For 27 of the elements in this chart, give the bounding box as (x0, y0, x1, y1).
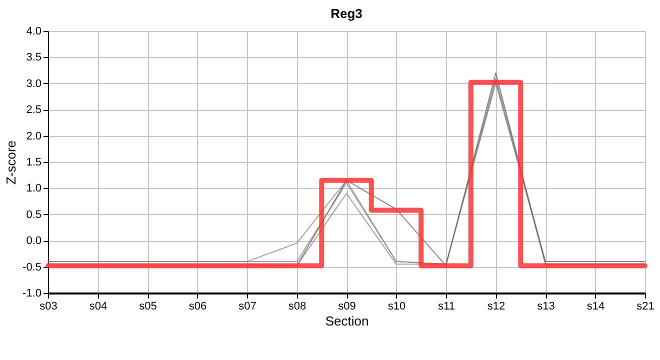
x-tick-label: s11 (438, 300, 455, 312)
x-tick-label: s08 (288, 300, 306, 312)
y-tick-label: 0.5 (26, 208, 42, 221)
y-tick-label: 2.5 (26, 104, 42, 116)
y-tick-label: -0.5 (22, 261, 42, 274)
y-tick-label: -1.0 (22, 288, 42, 300)
x-tick-label: s12 (487, 300, 506, 312)
y-tick-label: 2.0 (26, 130, 42, 142)
y-tick-label: 0.0 (26, 235, 42, 248)
x-tick-label: s21 (636, 300, 654, 312)
y-tick-label: 4.0 (26, 26, 42, 38)
x-tick-label: s10 (388, 300, 406, 312)
x-tick-label: s06 (188, 300, 207, 312)
y-tick-label: 1.5 (26, 156, 42, 168)
y-axis-title: Z-score (4, 140, 19, 185)
x-tick-label: s05 (139, 300, 157, 312)
x-tick-label: s04 (89, 300, 108, 312)
y-tick-label: 3.0 (26, 78, 42, 90)
chart-title: Reg3 (330, 6, 362, 21)
x-tick-label: s13 (537, 300, 555, 312)
x-axis-title: Section (325, 314, 369, 328)
x-tick-label: s03 (40, 300, 58, 312)
x-tick-label: s07 (238, 300, 256, 312)
y-tick-label: 3.5 (26, 52, 42, 64)
x-tick-label: s14 (586, 300, 605, 312)
y-tick-label: 1.0 (26, 182, 42, 195)
x-tick-label: s09 (338, 300, 356, 312)
